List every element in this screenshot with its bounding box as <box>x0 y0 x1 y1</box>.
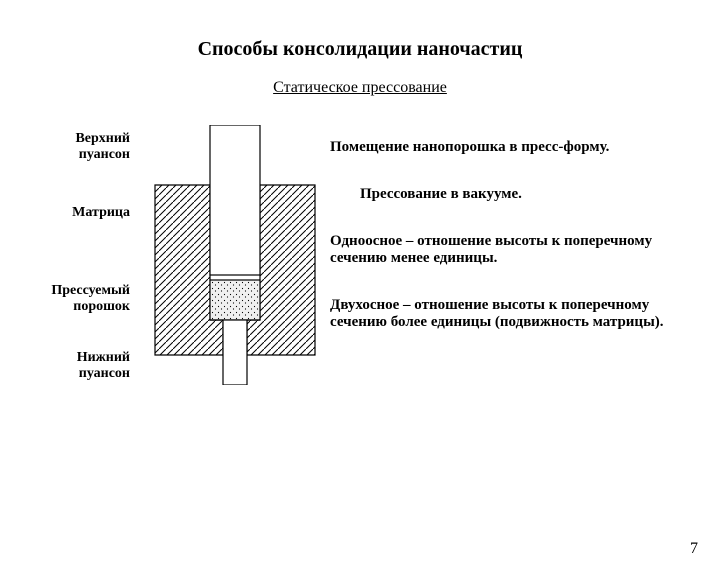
page-title: Способы консолидации наночастиц <box>0 38 720 61</box>
bullet-2: Прессование в вакууме. <box>330 186 702 203</box>
label-lower-punch: Нижний пуансон <box>0 350 130 382</box>
diagram-column: Верхний пуансон Матрица Прессуемый порош… <box>0 125 330 405</box>
bullet-1: Помещение нанопорошка в пресс-форму. <box>330 139 702 156</box>
bullet-3: Одноосное – отношение высоты к поперечно… <box>330 233 702 267</box>
text-column: Помещение нанопорошка в пресс-форму. Пре… <box>330 125 702 405</box>
page-number: 7 <box>690 540 698 558</box>
page-subtitle: Статическое прессование <box>0 79 720 97</box>
press-diagram <box>145 125 325 385</box>
bullet-4: Двухосное – отношение высоты к поперечно… <box>330 297 702 331</box>
label-matrix: Матрица <box>0 205 130 221</box>
label-powder: Прессуемый порошок <box>0 283 130 315</box>
content-row: Верхний пуансон Матрица Прессуемый порош… <box>0 125 720 405</box>
label-upper-punch: Верхний пуансон <box>0 131 130 163</box>
